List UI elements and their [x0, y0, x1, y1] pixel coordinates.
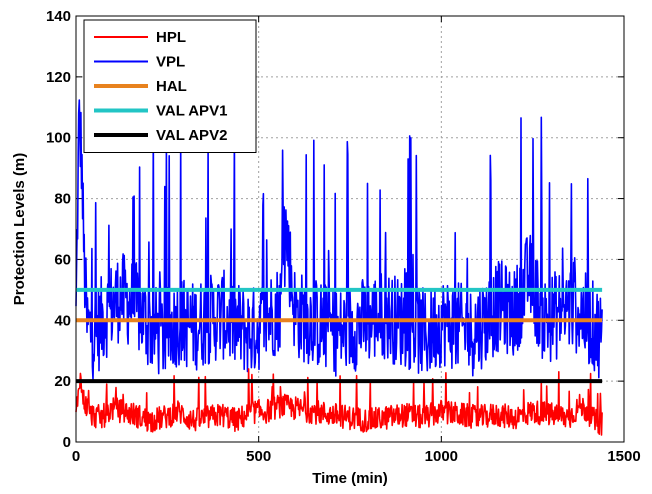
- series-line-hpl: [75, 368, 603, 436]
- y-tick-label: 60: [54, 251, 71, 268]
- y-tick-label: 80: [54, 191, 71, 208]
- legend-label-hpl: HPL: [156, 29, 186, 46]
- x-tick-label: 1500: [607, 448, 640, 465]
- y-tick-label: 140: [46, 8, 71, 25]
- y-tick-label: 20: [54, 373, 71, 390]
- legend: HPL VPL HAL VAL APV1 VAL APV2: [83, 19, 257, 153]
- y-tick-label: 120: [46, 69, 71, 86]
- legend-label-val-apv2: VAL APV2: [156, 127, 227, 144]
- x-tick-label: 0: [72, 448, 80, 465]
- y-tick-label: 0: [63, 434, 71, 451]
- tick-labels: 0 500 1000 1500 0 20 40 60 80 100 120 140: [46, 8, 641, 465]
- series-layer: [75, 99, 603, 436]
- x-tick-label: 1000: [425, 448, 458, 465]
- y-axis-label: Protection Levels (m): [11, 153, 28, 306]
- legend-label-val-apv1: VAL APV1: [156, 103, 227, 120]
- legend-label-vpl: VPL: [156, 54, 185, 71]
- y-tick-label: 40: [54, 312, 71, 329]
- x-tick-label: 500: [246, 448, 271, 465]
- x-axis-label: Time (min): [312, 470, 388, 487]
- legend-label-hal: HAL: [156, 78, 187, 95]
- plot-frame: [75, 15, 625, 443]
- y-tick-label: 100: [46, 130, 71, 147]
